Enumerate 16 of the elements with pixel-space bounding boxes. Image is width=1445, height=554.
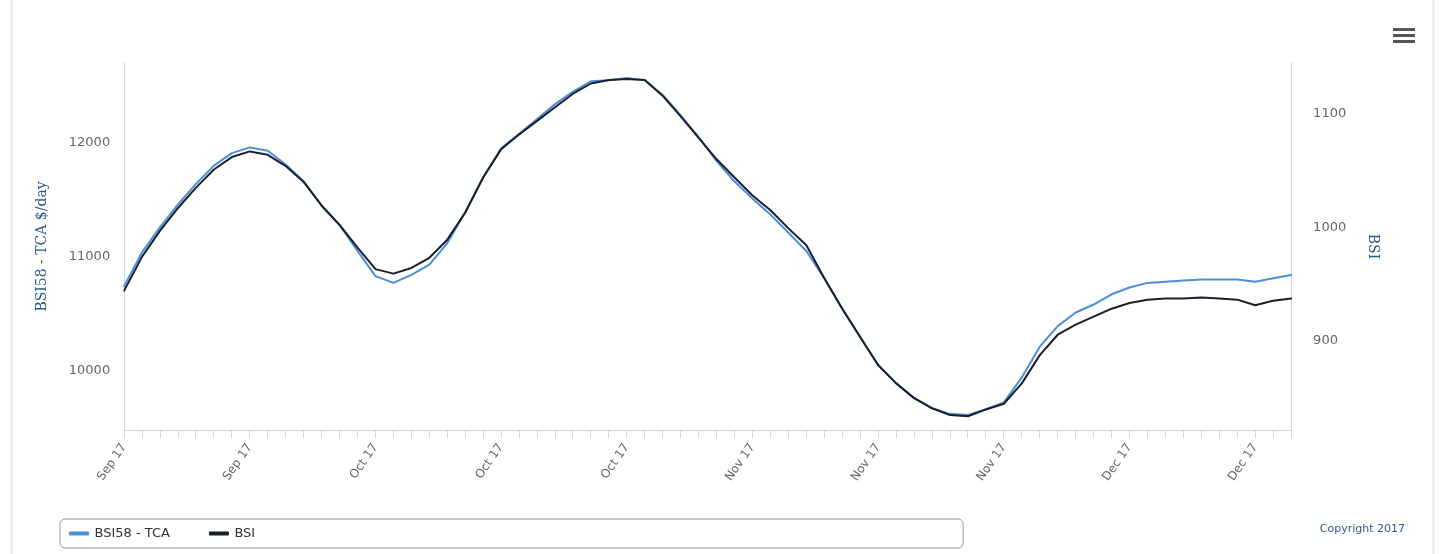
- legend-label: BSI: [234, 524, 256, 540]
- x-tick-label: Oct 17: [597, 440, 632, 482]
- y2-tick-label: 1000: [1313, 218, 1347, 234]
- y-tick-label: 12000: [68, 134, 111, 150]
- x-tick-label: Oct 17: [471, 440, 507, 482]
- y-tick-label: 11000: [68, 248, 111, 264]
- y-axis-title: BSI58 - TCA $/day: [33, 181, 50, 312]
- x-tick-label: Sep 17: [219, 440, 255, 483]
- legend-label: BSI58 - TCA: [94, 524, 171, 540]
- x-tick-label: Sep 17: [93, 440, 130, 483]
- y2-tick-label: 900: [1313, 331, 1338, 347]
- x-tick-label: Oct 17: [346, 440, 381, 482]
- y2-tick-label: 1100: [1313, 105, 1347, 121]
- text: Copyright 2017: [1319, 522, 1405, 535]
- y-tick-label: 10000: [68, 361, 111, 377]
- y2-axis-title: BSI: [1365, 233, 1382, 260]
